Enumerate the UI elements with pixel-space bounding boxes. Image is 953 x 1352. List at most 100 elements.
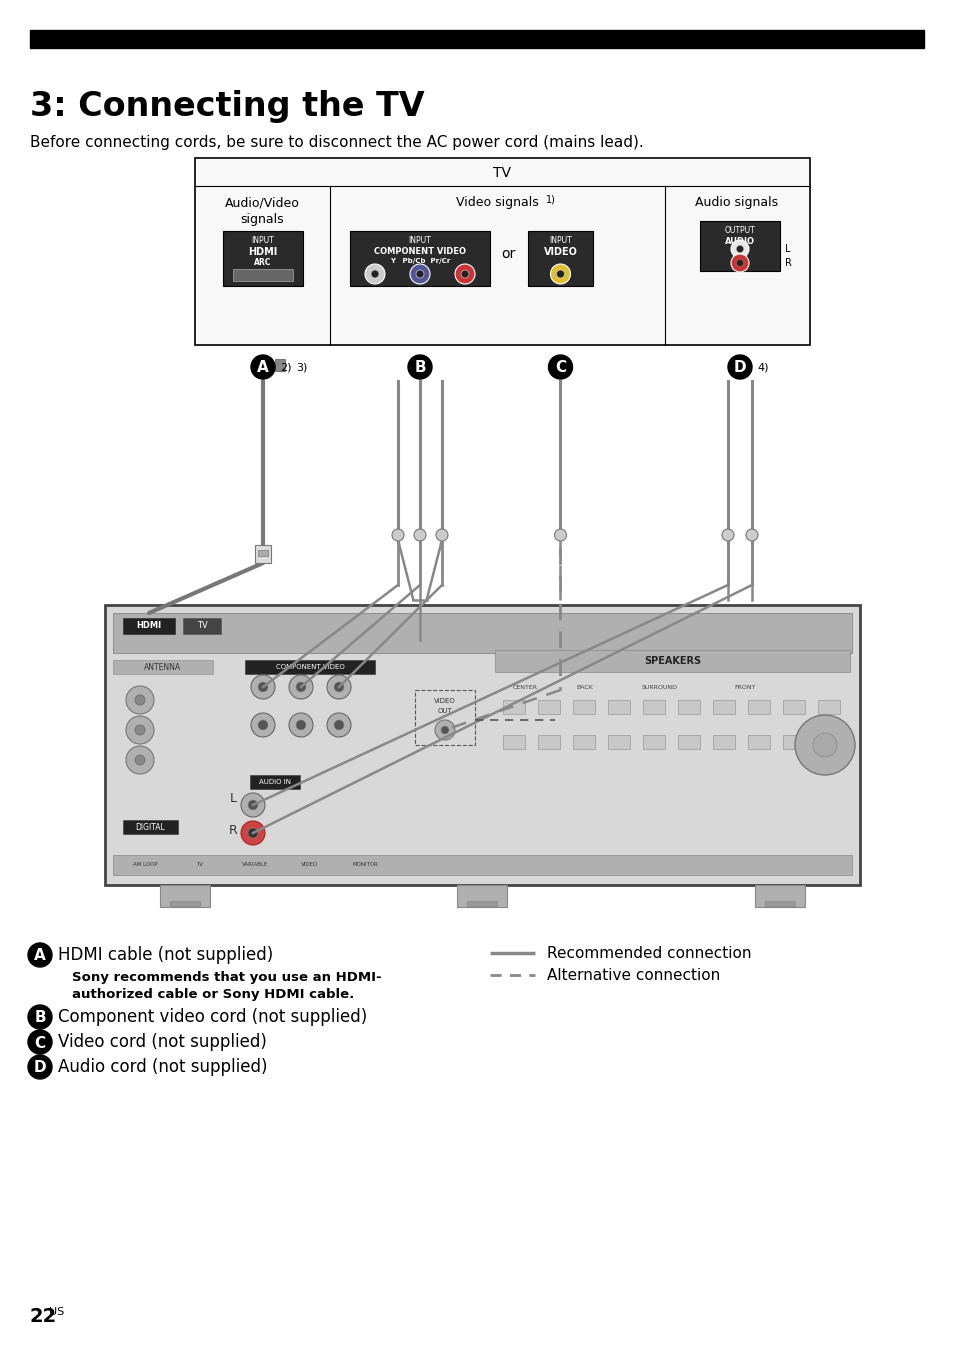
Bar: [817, 735, 840, 749]
Circle shape: [455, 264, 475, 284]
Circle shape: [248, 800, 257, 810]
Bar: [467, 900, 497, 906]
Text: Audio signals: Audio signals: [695, 196, 778, 210]
Circle shape: [736, 260, 742, 266]
Bar: [194, 158, 809, 345]
Circle shape: [435, 721, 455, 740]
Bar: [105, 604, 859, 886]
Bar: [160, 886, 210, 907]
Text: TV: TV: [493, 166, 511, 180]
Text: Audio/Video
signals: Audio/Video signals: [224, 196, 299, 226]
Circle shape: [554, 529, 566, 541]
Circle shape: [414, 529, 426, 541]
Text: B: B: [34, 1010, 46, 1026]
Text: ANTENNA: ANTENNA: [144, 662, 181, 672]
Circle shape: [251, 356, 274, 379]
Circle shape: [28, 1005, 52, 1029]
Text: SPEAKERS: SPEAKERS: [643, 656, 700, 667]
Bar: [754, 886, 804, 907]
Bar: [782, 735, 804, 749]
Text: L: L: [784, 243, 790, 254]
Circle shape: [794, 715, 854, 775]
Bar: [642, 700, 664, 714]
Text: MONITOR: MONITOR: [352, 863, 377, 868]
Text: FRONT: FRONT: [734, 685, 755, 690]
Circle shape: [257, 721, 268, 730]
Text: or: or: [500, 246, 515, 261]
Bar: [254, 545, 271, 562]
Bar: [112, 660, 213, 675]
Circle shape: [745, 529, 758, 541]
Text: 3): 3): [295, 362, 307, 373]
Circle shape: [126, 717, 153, 744]
Text: AUDIO: AUDIO: [724, 237, 754, 246]
Text: Video cord (not supplied): Video cord (not supplied): [58, 1033, 267, 1051]
Circle shape: [550, 264, 570, 284]
Text: INPUT: INPUT: [549, 237, 571, 245]
Circle shape: [327, 675, 351, 699]
Bar: [747, 700, 769, 714]
Text: CENTER: CENTER: [512, 685, 537, 690]
Circle shape: [440, 726, 449, 734]
Circle shape: [410, 264, 430, 284]
Circle shape: [241, 794, 265, 817]
Text: OUT: OUT: [437, 708, 452, 714]
Circle shape: [28, 942, 52, 967]
Text: AUDIO IN: AUDIO IN: [258, 779, 291, 786]
Text: AM LOOP: AM LOOP: [132, 863, 157, 868]
Text: BACK: BACK: [576, 685, 593, 690]
Bar: [764, 900, 794, 906]
Circle shape: [556, 270, 564, 279]
Text: VARIABLE: VARIABLE: [242, 863, 268, 868]
Bar: [782, 700, 804, 714]
Circle shape: [392, 529, 403, 541]
Text: VIDEO: VIDEO: [434, 698, 456, 704]
Circle shape: [327, 713, 351, 737]
Text: INPUT: INPUT: [252, 237, 274, 245]
Bar: [502, 735, 524, 749]
Bar: [170, 900, 200, 906]
Bar: [112, 854, 851, 875]
Bar: [678, 700, 700, 714]
Circle shape: [126, 685, 153, 714]
Circle shape: [408, 356, 432, 379]
Circle shape: [460, 270, 469, 279]
Text: TV: TV: [196, 863, 203, 868]
Circle shape: [334, 721, 344, 730]
Text: 2): 2): [280, 362, 292, 373]
Circle shape: [126, 746, 153, 773]
Circle shape: [436, 529, 448, 541]
Circle shape: [334, 681, 344, 692]
Circle shape: [248, 827, 257, 838]
Text: 3: Connecting the TV: 3: Connecting the TV: [30, 91, 424, 123]
Circle shape: [730, 254, 748, 272]
Text: ARC: ARC: [254, 258, 272, 266]
Circle shape: [548, 356, 572, 379]
Circle shape: [241, 821, 265, 845]
Bar: [233, 269, 293, 281]
Text: A: A: [34, 949, 46, 964]
Bar: [415, 690, 475, 745]
Text: Audio cord (not supplied): Audio cord (not supplied): [58, 1059, 267, 1076]
Bar: [573, 735, 595, 749]
Text: 1): 1): [545, 193, 555, 204]
Text: HDMI: HDMI: [136, 622, 161, 630]
Circle shape: [721, 529, 733, 541]
Circle shape: [251, 675, 274, 699]
Text: Alternative connection: Alternative connection: [546, 968, 720, 983]
Text: B: B: [414, 361, 425, 376]
Text: Video signals: Video signals: [456, 196, 538, 210]
Text: Recommended connection: Recommended connection: [546, 945, 751, 960]
Bar: [257, 550, 268, 556]
Circle shape: [365, 264, 385, 284]
Text: authorized cable or Sony HDMI cable.: authorized cable or Sony HDMI cable.: [71, 988, 354, 1000]
Circle shape: [295, 721, 306, 730]
Text: D: D: [733, 361, 745, 376]
Circle shape: [416, 270, 423, 279]
Text: COMPONENT VIDEO: COMPONENT VIDEO: [275, 664, 344, 671]
Text: L: L: [230, 791, 236, 804]
Bar: [747, 735, 769, 749]
Circle shape: [736, 246, 742, 253]
Circle shape: [251, 713, 274, 737]
Bar: [712, 700, 734, 714]
